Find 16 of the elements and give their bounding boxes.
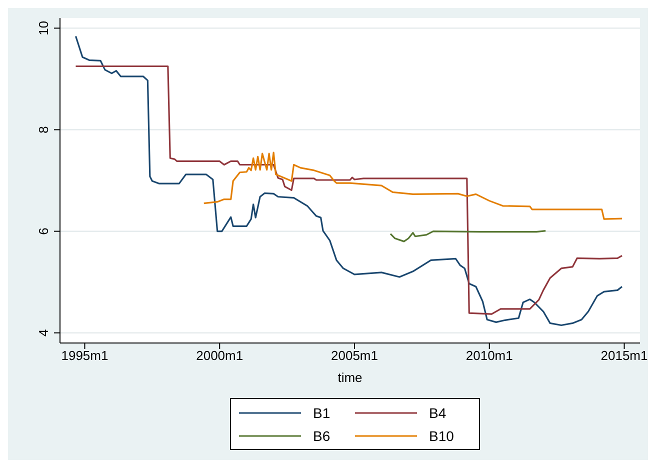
x-tick-label: 2010m1 [466,348,513,364]
x-axis-title: time [338,370,362,386]
x-tick-label: 2005m1 [331,348,378,364]
y-tick-label: 8 [36,126,51,134]
x-tick-label: 2000m1 [196,348,244,364]
x-tick-label: 1995m1 [61,348,108,364]
legend-label: B4 [429,404,446,420]
y-tick-label: 6 [36,228,51,235]
line-series [390,230,546,242]
legend-label: B10 [429,428,454,444]
y-tick-label: 4 [36,329,51,336]
line-series [203,152,623,220]
x-tick-label: 2015m1 [600,348,648,364]
y-tick-label: 10 [36,20,51,36]
legend-label: B6 [313,428,330,444]
legend-label: B1 [313,404,330,420]
